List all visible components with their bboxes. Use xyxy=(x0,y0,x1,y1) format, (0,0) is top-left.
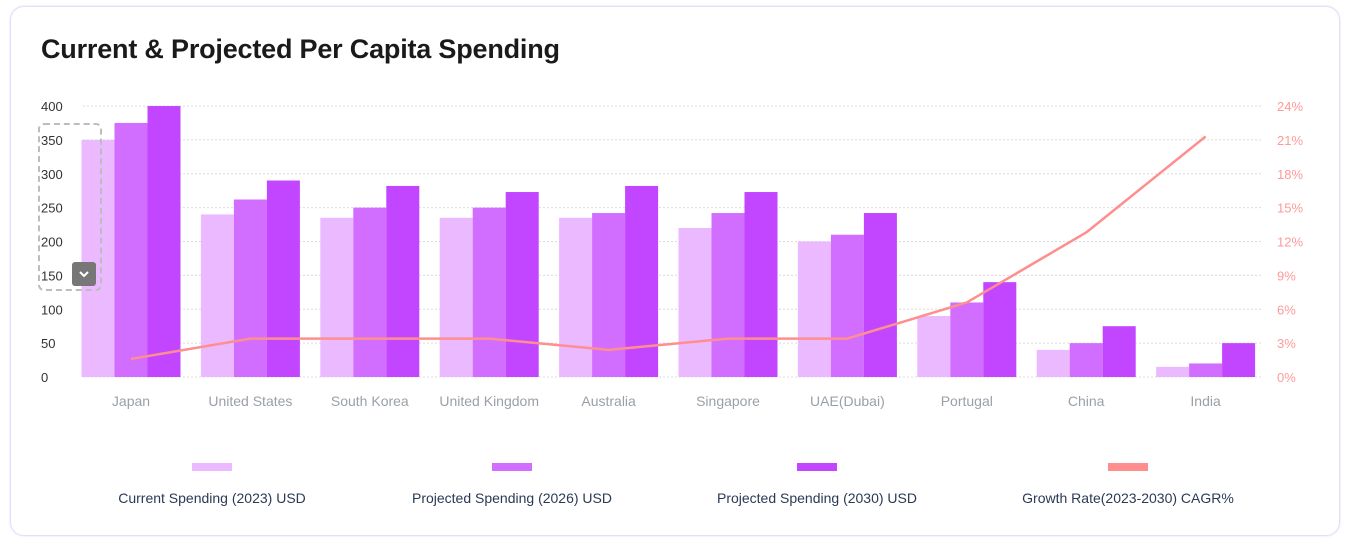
x-tick-label: Australia xyxy=(581,393,636,409)
y-tick-label: 150 xyxy=(41,268,63,283)
y2-tick-label: 12% xyxy=(1277,235,1303,250)
y2-tick-label: 6% xyxy=(1277,302,1296,317)
bar-0 xyxy=(917,316,951,377)
bar-1 xyxy=(830,234,864,377)
bar-1 xyxy=(1189,363,1223,377)
bar-1 xyxy=(114,122,148,377)
y2-tick-label: 3% xyxy=(1277,336,1296,351)
legend-label: Projected Spending (2026) USD xyxy=(412,490,612,506)
bar-2 xyxy=(1222,343,1256,377)
y-tick-label: 100 xyxy=(41,302,63,317)
legend-swatch xyxy=(492,463,532,471)
y2-tick-label: 24% xyxy=(1277,99,1303,114)
selection-overlay xyxy=(38,123,102,291)
legend-label: Current Spending (2023) USD xyxy=(118,490,306,506)
bar-0 xyxy=(1156,366,1190,377)
x-tick-label: South Korea xyxy=(331,393,409,409)
bar-1 xyxy=(711,213,745,377)
bar-0 xyxy=(1036,349,1070,377)
x-tick-label: UAE(Dubai) xyxy=(810,393,885,409)
legend-swatch xyxy=(192,463,232,471)
y-tick-label: 300 xyxy=(41,167,63,182)
bar-0 xyxy=(81,139,115,377)
growth-rate-line xyxy=(130,135,1207,361)
x-tick-label: Portugal xyxy=(941,393,993,409)
bar-2 xyxy=(147,106,181,377)
x-tick-label: India xyxy=(1190,393,1221,409)
bar-1 xyxy=(472,207,506,377)
chevron-down-button[interactable] xyxy=(72,262,96,286)
chart-card xyxy=(10,6,1340,536)
bar-0 xyxy=(320,217,354,377)
bar-2 xyxy=(744,192,778,377)
y-tick-label: 250 xyxy=(41,201,63,216)
y2-tick-label: 21% xyxy=(1277,133,1303,148)
y2-tick-label: 15% xyxy=(1277,201,1303,216)
x-tick-label: United Kingdom xyxy=(439,393,539,409)
y-tick-label: 0 xyxy=(41,370,48,385)
bar-2 xyxy=(266,180,300,377)
bar-0 xyxy=(200,214,234,377)
y2-tick-label: 9% xyxy=(1277,268,1296,283)
x-tick-label: Singapore xyxy=(696,393,760,409)
bar-0 xyxy=(439,217,473,377)
y-tick-label: 50 xyxy=(41,336,55,351)
bar-1 xyxy=(592,213,626,377)
y-tick-label: 200 xyxy=(41,235,63,250)
bar-2 xyxy=(505,192,539,377)
x-tick-label: Japan xyxy=(112,393,150,409)
y2-tick-label: 18% xyxy=(1277,167,1303,182)
legend-label: Growth Rate(2023-2030) CAGR% xyxy=(1022,490,1234,506)
bar-1 xyxy=(233,199,267,377)
bar-1 xyxy=(353,207,387,377)
bar-2 xyxy=(386,185,420,377)
y-tick-label: 350 xyxy=(41,133,63,148)
y2-tick-label: 0% xyxy=(1277,370,1296,385)
chevron-down-icon xyxy=(79,271,89,278)
bar-2 xyxy=(983,282,1017,377)
bar-2 xyxy=(863,213,897,377)
y-tick-label: 400 xyxy=(41,99,63,114)
x-tick-label: United States xyxy=(208,393,292,409)
bar-1 xyxy=(950,302,984,377)
legend-label: Projected Spending (2030) USD xyxy=(717,490,917,506)
bar-1 xyxy=(1069,343,1103,377)
bar-0 xyxy=(678,227,712,377)
legend-swatch xyxy=(797,463,837,471)
bar-0 xyxy=(559,217,593,377)
bar-2 xyxy=(1102,326,1136,377)
bar-0 xyxy=(797,241,831,377)
legend-swatch xyxy=(1108,463,1148,471)
chart-title: Current & Projected Per Capita Spending xyxy=(41,34,560,64)
x-tick-label: China xyxy=(1068,393,1105,409)
